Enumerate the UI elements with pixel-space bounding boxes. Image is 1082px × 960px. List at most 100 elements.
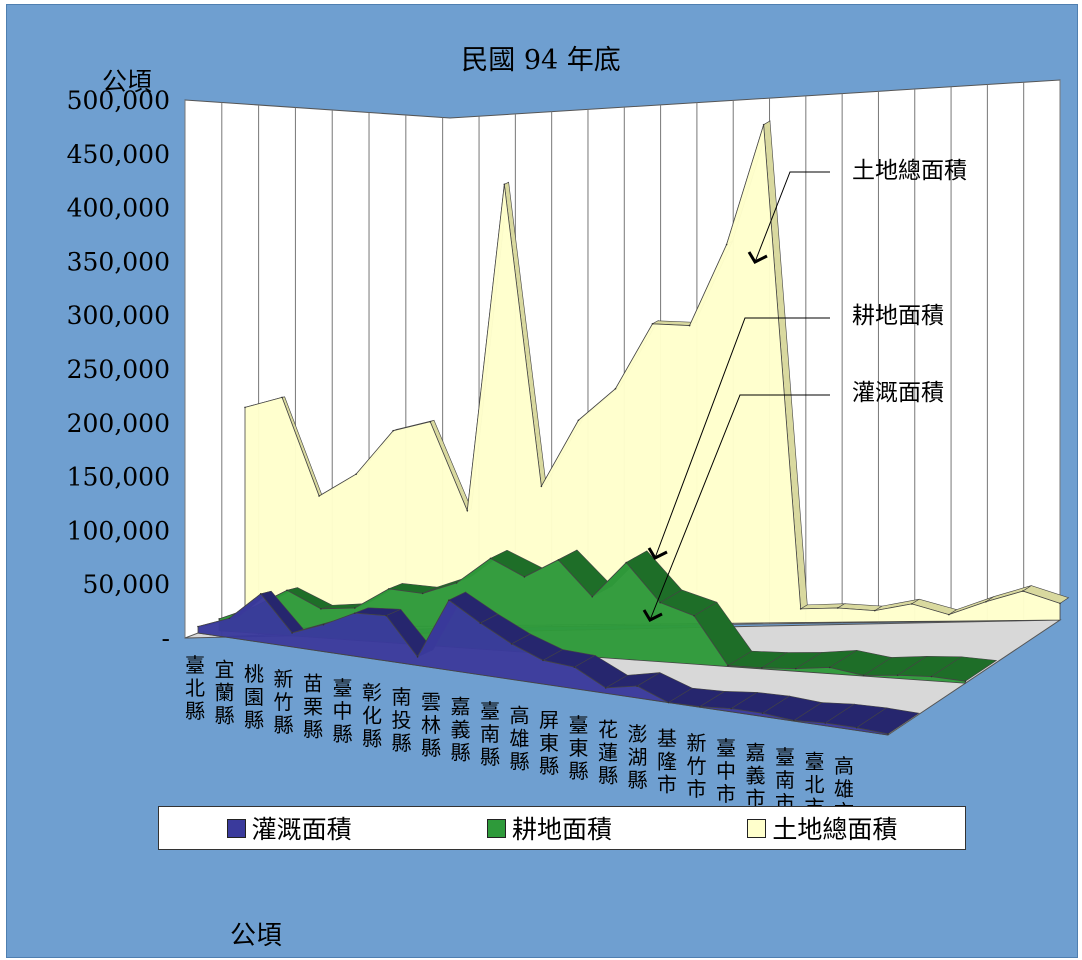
x-tick-label: 南投縣 bbox=[392, 685, 412, 755]
series-layer bbox=[197, 120, 1070, 736]
x-tick-label: 宜蘭縣 bbox=[215, 658, 235, 728]
data-point bbox=[911, 603, 913, 605]
data-point bbox=[429, 420, 432, 423]
data-point bbox=[416, 656, 419, 658]
data-point bbox=[793, 719, 795, 722]
data-point bbox=[614, 387, 617, 390]
y-tick-label: - bbox=[162, 624, 170, 653]
series-2 bbox=[244, 120, 1070, 629]
data-point bbox=[448, 599, 450, 601]
annotation-leader bbox=[649, 394, 830, 621]
data-point bbox=[855, 726, 858, 729]
data-point bbox=[725, 243, 728, 246]
annotation-label: 耕地面積 bbox=[852, 303, 944, 329]
data-point bbox=[636, 685, 638, 687]
legend: 灌溉面積 耕地面積 土地總面積 bbox=[158, 806, 966, 850]
x-tick-label: 雲林縣 bbox=[421, 690, 441, 760]
y-axis: - 50,000 100,000 150,000 200,000 250,000 300,0… bbox=[67, 86, 170, 653]
x-axis-labels: 臺北縣宜蘭縣桃園縣新竹縣苗栗縣臺中縣彰化縣南投縣雲林縣嘉義縣臺南縣高雄縣屏東縣臺… bbox=[185, 653, 854, 824]
footer-unit-label: 公頃 bbox=[230, 921, 283, 951]
data-point bbox=[455, 582, 458, 584]
legend-swatch-farmland bbox=[486, 818, 506, 838]
data-point bbox=[542, 659, 544, 662]
x-tick-label: 臺東縣 bbox=[569, 713, 589, 783]
data-point bbox=[591, 595, 594, 598]
x-tick-label: 新竹縣 bbox=[274, 667, 294, 737]
data-point bbox=[693, 614, 695, 617]
x-tick-label: 臺北縣 bbox=[185, 653, 205, 723]
data-point bbox=[688, 324, 691, 327]
y-tick-label: 350,000 bbox=[67, 247, 170, 276]
data-point bbox=[985, 600, 987, 603]
x-tick-label: 嘉義縣 bbox=[451, 694, 471, 764]
annotation-arrowhead bbox=[647, 547, 668, 560]
data-point bbox=[824, 722, 827, 724]
legend-label-total-land: 土地總面積 bbox=[772, 815, 898, 844]
legend-item-total-land: 土地總面積 bbox=[747, 810, 897, 846]
data-point bbox=[896, 674, 899, 677]
x-tick-label: 高雄縣 bbox=[510, 704, 530, 774]
y-tick-label: 450,000 bbox=[67, 140, 170, 169]
x-tick-label: 桃園縣 bbox=[244, 662, 264, 732]
legend-label-irrigation: 灌溉面積 bbox=[251, 815, 352, 844]
data-point bbox=[727, 664, 729, 667]
x-tick-label: 澎湖縣 bbox=[628, 722, 648, 792]
legend-item-irrigation: 灌溉面積 bbox=[226, 810, 352, 846]
data-point bbox=[503, 183, 506, 186]
data-point bbox=[625, 561, 627, 564]
legend-swatch-irrigation bbox=[226, 818, 246, 838]
x-tick-label: 嘉義市 bbox=[746, 740, 766, 810]
data-point bbox=[385, 614, 387, 617]
data-point bbox=[964, 680, 967, 683]
data-point bbox=[730, 707, 732, 710]
data-point bbox=[761, 712, 764, 715]
series-0 bbox=[197, 590, 920, 736]
chart-title: 民國 94 年底 bbox=[461, 45, 621, 76]
data-point bbox=[930, 675, 933, 678]
annotation-leader bbox=[754, 171, 830, 263]
y-tick-label: 50,000 bbox=[83, 570, 170, 599]
x-tick-label: 基隆市 bbox=[657, 727, 677, 797]
series-1 bbox=[218, 549, 998, 684]
data-point bbox=[948, 613, 950, 616]
data-point bbox=[489, 557, 492, 560]
x-tick-label: 花蓮縣 bbox=[598, 717, 618, 787]
data-point bbox=[523, 576, 526, 578]
data-point bbox=[667, 701, 670, 704]
data-point bbox=[355, 473, 357, 475]
data-point bbox=[392, 429, 394, 432]
data-point bbox=[799, 608, 802, 610]
data-point bbox=[659, 601, 661, 604]
data-point bbox=[761, 667, 763, 669]
legend-label-farmland: 耕地面積 bbox=[511, 815, 612, 844]
data-point bbox=[228, 617, 231, 620]
data-point bbox=[354, 607, 356, 609]
y-axis-unit: 公頃 bbox=[102, 67, 153, 96]
y-tick-label: 200,000 bbox=[67, 409, 170, 438]
data-point bbox=[873, 609, 876, 612]
data-point bbox=[557, 559, 560, 561]
data-point bbox=[387, 588, 390, 590]
x-tick-label: 臺南縣 bbox=[480, 699, 500, 769]
annotation-arrowhead bbox=[747, 251, 768, 264]
data-point bbox=[466, 509, 469, 512]
data-point bbox=[794, 667, 797, 670]
annotation-label: 灌溉面積 bbox=[852, 380, 944, 406]
y-tick-label: 250,000 bbox=[67, 355, 170, 384]
x-tick-label: 新竹市 bbox=[687, 731, 707, 801]
data-point bbox=[577, 419, 580, 422]
data-point bbox=[421, 592, 424, 595]
annotation-leader bbox=[654, 317, 830, 559]
data-point bbox=[762, 123, 765, 126]
annotation-arrowhead bbox=[642, 609, 663, 622]
data-point bbox=[510, 643, 513, 645]
legend-swatch-total-land bbox=[747, 818, 767, 838]
data-point bbox=[651, 322, 654, 325]
data-point bbox=[244, 406, 246, 409]
x-tick-label: 臺中市 bbox=[716, 736, 736, 806]
y-tick-label: 500,000 bbox=[67, 86, 170, 115]
y-tick-label: 300,000 bbox=[67, 301, 170, 330]
annotation-label: 土地總面積 bbox=[852, 158, 967, 184]
